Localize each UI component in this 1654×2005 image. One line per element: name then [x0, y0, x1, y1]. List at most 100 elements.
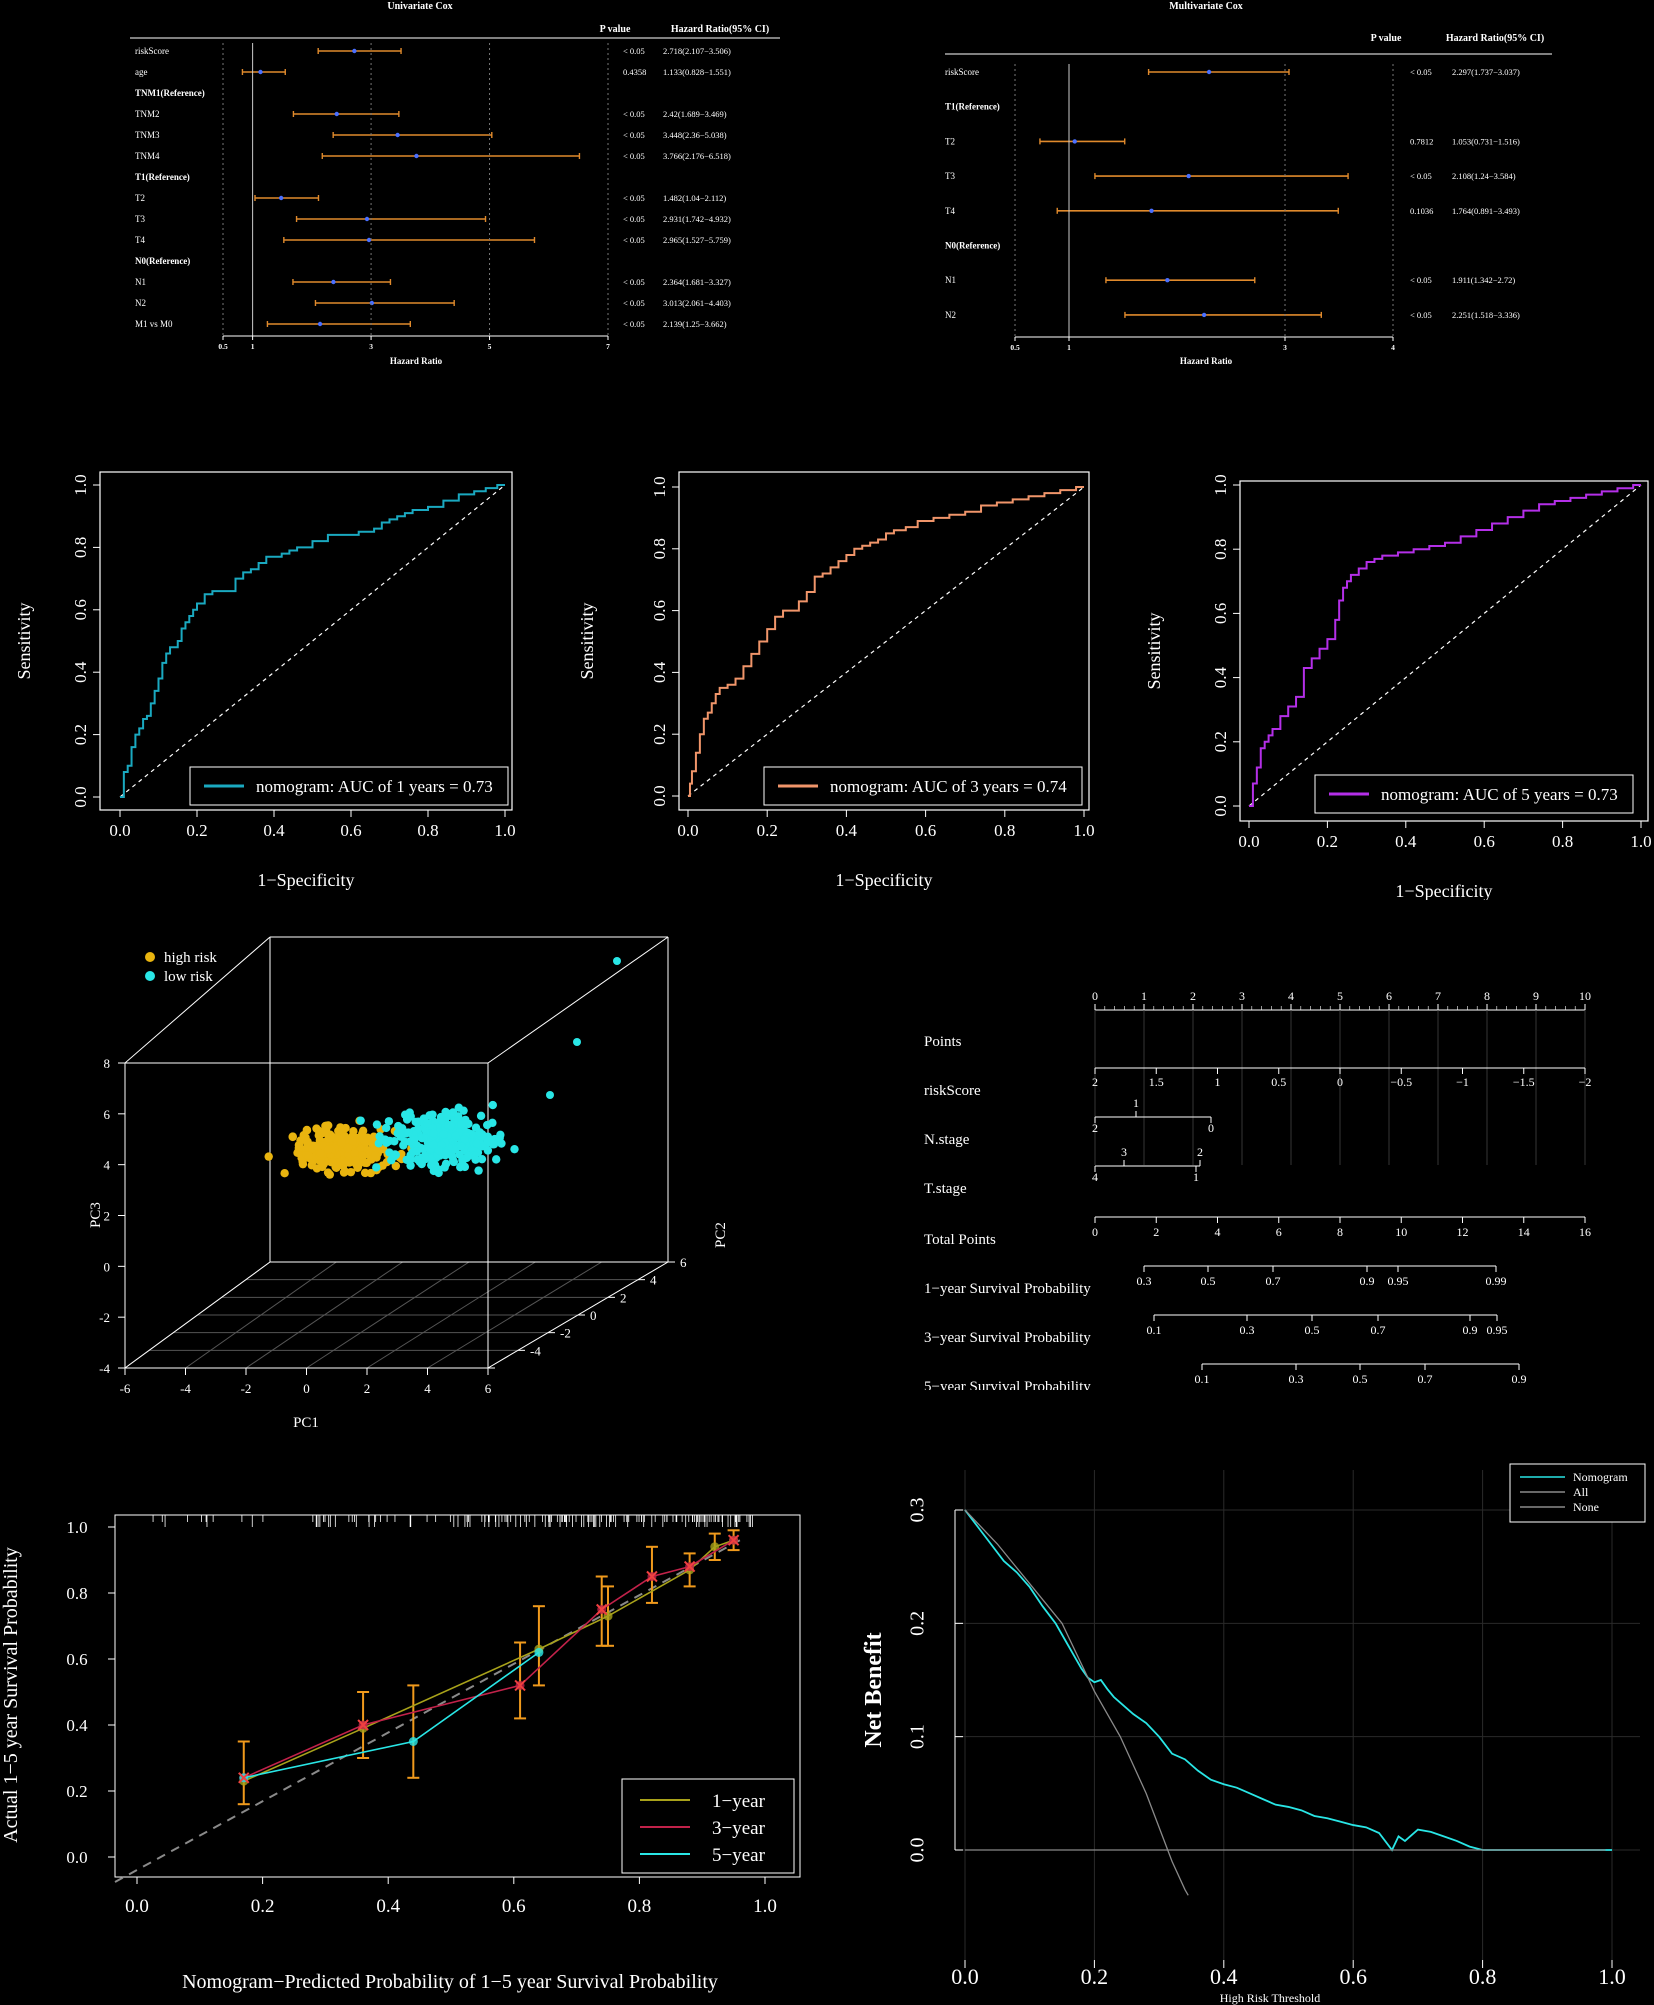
- forest-hr-text: 2.42(1.689−3.469): [663, 109, 727, 119]
- roc-y-tick-label: 0.6: [650, 600, 669, 621]
- calibration-y-tick-label: 0.2: [66, 1782, 87, 1801]
- roc-x-tick-label: 0.4: [836, 821, 858, 840]
- pca-box-edge: [124, 1261, 271, 1369]
- decision-curve: 0.0 0.2 0.4 0.6 0.8 1.0 0.0 0.1 0.2 0.3 NomogramAl…: [861, 1463, 1646, 2005]
- pca-point-low-risk: [454, 1103, 463, 1112]
- roc-legend-label: nomogram: AUC of 3 years = 0.74: [830, 777, 1067, 796]
- nomogram-tick-label: 0.9: [1512, 1372, 1527, 1386]
- roc-reference-diagonal: [687, 486, 1085, 797]
- dca-y-tick-label: 0.2: [907, 1611, 929, 1636]
- nomogram-row-label: riskScore: [924, 1083, 981, 1099]
- nomogram-tick-label: 10: [1579, 990, 1591, 1003]
- calibration-legend-label: 3−year: [712, 1818, 766, 1839]
- roc-y-tick-label: 0.4: [1211, 666, 1230, 688]
- nomogram-tick-label: 8: [1484, 990, 1490, 1003]
- forest-hr-text: 2.251(1.518−3.336): [1452, 310, 1520, 320]
- nomogram-tick-label: 4: [1092, 1170, 1098, 1184]
- pca-z-tick-label: 8: [104, 1056, 111, 1071]
- pca-point-low-risk: [448, 1152, 457, 1161]
- pca-point-low-risk: [374, 1139, 384, 1148]
- roc-x-tick-label: 0.4: [1395, 832, 1417, 851]
- roc-plot-frame: [1239, 480, 1649, 822]
- nomogram-tick-label: 0.7: [1266, 1274, 1281, 1288]
- pca-x-tick-label: -2: [241, 1381, 252, 1396]
- pca-point-high-risk: [288, 1132, 297, 1142]
- roc-x-tick-label: 1.0: [1630, 832, 1651, 851]
- roc-y-tick-label: 0.8: [650, 538, 669, 559]
- calibration-x-marker: [357, 1719, 369, 1731]
- roc-y-tick-label: 0.2: [650, 724, 669, 745]
- nomogram-tick-label: −1: [1456, 1075, 1469, 1089]
- roc-x-label: 1−Specificity: [257, 870, 354, 890]
- pca-legend-label: low risk: [164, 969, 213, 985]
- forest-tick-label: 7: [606, 342, 610, 351]
- forest-row-label: N1: [945, 275, 956, 285]
- dca-legend-label: All: [1573, 1485, 1589, 1499]
- pca-point-low-risk: [395, 1129, 404, 1138]
- pca-point-high-risk: [325, 1170, 335, 1179]
- forest-hr-text: 2.718(2.107−3.506): [663, 46, 731, 56]
- pca-point-low-risk: [476, 1111, 486, 1121]
- pca-point-low-risk: [372, 1120, 382, 1129]
- forest-hr-text: 2.931(1.742−4.932): [663, 214, 731, 224]
- forest-tick-label: 3: [1283, 343, 1287, 352]
- nomogram-tick-label: 3: [1239, 990, 1245, 1003]
- roc-x-tick-label: 0.2: [186, 821, 207, 840]
- forest-hr-text: 1.482(1.04−2.112): [663, 193, 726, 203]
- forest-row-label: T1(Reference): [945, 102, 1000, 112]
- pca-y-tick-label: 6: [680, 1255, 687, 1270]
- roc-y-tick-label: 0.0: [71, 786, 90, 807]
- nomogram-tick-label: 7: [1435, 990, 1441, 1003]
- nomogram-tick-label: 6: [1276, 1225, 1282, 1239]
- nomogram-tick-label: 0.9: [1463, 1323, 1478, 1337]
- univariate-xlabel: Hazard Ratio: [390, 356, 443, 366]
- dca-legend-box: [1509, 1463, 1646, 1523]
- pca-legend-label: high risk: [164, 950, 217, 966]
- pca-point-low-risk: [441, 1159, 451, 1169]
- forest-pvalue: < 0.05: [623, 298, 645, 308]
- roc-x-label: 1−Specificity: [835, 870, 932, 890]
- pca-y-tick-label: -2: [560, 1326, 571, 1341]
- pca-point-high-risk: [359, 1135, 368, 1144]
- forest-hr-text: 2.108(1.24−3.584): [1452, 171, 1516, 181]
- forest-pvalue: < 0.05: [623, 109, 645, 119]
- nomogram-tick-label: 0.5: [1271, 1075, 1286, 1089]
- roc-y-tick-label: 0.6: [1211, 603, 1230, 624]
- forest-point: [1201, 312, 1207, 318]
- nomogram-tick-label: 12: [1457, 1225, 1469, 1239]
- roc-x-tick-label: 0.6: [915, 821, 936, 840]
- roc-5-year: 0.0 0.0 0.2 0.2 0.4 0.4 0.6 0.6 0.8 0.8 1.0 1.0 nomo…: [1144, 474, 1652, 900]
- pca-point-low-risk: [441, 1148, 451, 1158]
- pca-point-high-risk: [344, 1150, 353, 1160]
- pca-point-low-risk: [495, 1133, 504, 1143]
- forest-pvalue: < 0.05: [623, 130, 645, 140]
- pca-3d-scatter: -4 -2 0 2 4 6 8 -6 -4 -2 0 2 4 6 -4 -2 0 2 4 6 PC1 PC2 PC3 high…: [88, 936, 729, 1431]
- forest-row-label: T1(Reference): [135, 172, 190, 182]
- forest-row-label: riskScore: [945, 67, 979, 77]
- pca-point-low-risk: [413, 1124, 423, 1134]
- pca-point-low-risk: [613, 957, 621, 965]
- roc-plot-frame: [678, 471, 1090, 811]
- forest-hr-text: 2.364(1.681−3.327): [663, 277, 731, 287]
- nomogram-tick-label: 0.5: [1305, 1323, 1320, 1337]
- pca-point-high-risk: [366, 1168, 376, 1178]
- nomogram-tick-label: 0.7: [1418, 1372, 1433, 1386]
- nomogram-tick-label: 9: [1533, 990, 1539, 1003]
- nomogram-tick-label: 2: [1153, 1225, 1159, 1239]
- calibration-x-marker: [514, 1679, 526, 1692]
- pca-x-tick-label: -6: [120, 1381, 131, 1396]
- roc-y-tick-label: 0.8: [1211, 539, 1230, 560]
- nomogram-tick-label: 0.5: [1201, 1274, 1216, 1288]
- pca-point-low-risk: [477, 1154, 487, 1164]
- pca-point-high-risk: [350, 1149, 359, 1158]
- forest-row-label: TNM4: [135, 151, 160, 161]
- calibration-x-label: Nomogram−Predicted Probability of 1−5 ye…: [182, 1971, 718, 1993]
- pca-z-tick-label: -2: [99, 1310, 110, 1325]
- pca-point-high-risk: [371, 1151, 380, 1160]
- forest-point: [1072, 139, 1077, 144]
- forest-row-label: age: [135, 67, 148, 77]
- pca-y-tick-label: 0: [590, 1308, 597, 1323]
- roc-x-tick-label: 0.0: [1238, 832, 1259, 851]
- forest-row-label: N2: [945, 310, 956, 320]
- forest-pvalue: < 0.05: [623, 214, 645, 224]
